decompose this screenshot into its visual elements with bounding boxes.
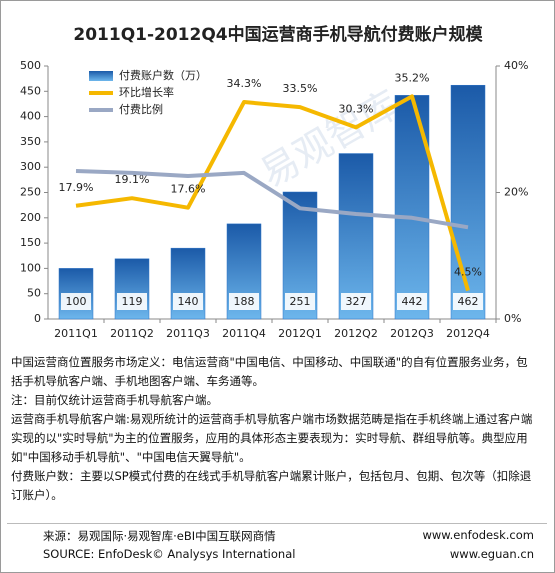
value-label-box xyxy=(453,293,483,310)
x-tick-label: 2011Q2 xyxy=(110,327,154,340)
value-label: 35.2% xyxy=(395,71,430,84)
source-en: SOURCE: EnfoDesk© Analysys International xyxy=(43,547,296,561)
y-tick-label: 150 xyxy=(20,236,41,249)
value-label-box xyxy=(341,293,371,310)
legend-swatch xyxy=(89,71,113,81)
x-tick-label: 2012Q1 xyxy=(278,327,322,340)
x-tick-label: 2012Q3 xyxy=(390,327,434,340)
legend-label: 环比增长率 xyxy=(119,85,174,99)
y-tick-label: 50 xyxy=(27,287,41,300)
value-label: 442 xyxy=(402,295,423,308)
y-tick-label: 500 xyxy=(20,59,41,72)
value-label-box xyxy=(285,293,315,310)
y-tick-label: 100 xyxy=(20,261,41,274)
bar xyxy=(394,95,430,320)
x-tick-label: 2011Q4 xyxy=(222,327,266,340)
separator xyxy=(7,523,547,524)
x-tick-label: 2012Q4 xyxy=(446,327,490,340)
value-label: 462 xyxy=(458,295,479,308)
y-tick-label: 250 xyxy=(20,186,41,199)
value-label: 34.3% xyxy=(227,77,262,90)
value-label-box xyxy=(173,293,203,310)
note: 中国运营商位置服务市场定义：电信运营商"中国电信、中国移动、中国联通"的自有位置… xyxy=(11,355,528,388)
source-url: www.eguan.cn xyxy=(449,547,534,561)
x-tick-label: 2012Q2 xyxy=(334,327,378,340)
y-tick-label: 200 xyxy=(20,211,41,224)
y2-tick-label: 20% xyxy=(504,186,528,199)
legend-label: 付费比例 xyxy=(119,102,163,116)
value-label: 119 xyxy=(122,295,143,308)
value-label: 251 xyxy=(290,295,311,308)
value-label: 19.1% xyxy=(115,173,150,186)
value-label: 327 xyxy=(346,295,367,308)
y2-tick-label: 0% xyxy=(504,312,521,325)
x-tick-label: 2011Q3 xyxy=(166,327,210,340)
chart: 2011Q1-2012Q4中国运营商手机导航付费账户规模 易观智库 0 50 100… xyxy=(20,24,528,340)
value-label-box xyxy=(229,293,259,310)
bar xyxy=(450,84,486,320)
source-cn: 来源：易观国际·易观智库·eBI中国互联网商情 xyxy=(43,529,276,543)
x-tick-label: 2011Q1 xyxy=(54,327,98,340)
y-tick-label: 400 xyxy=(20,110,41,123)
chart-title: 2011Q1-2012Q4中国运营商手机导航付费账户规模 xyxy=(73,24,483,45)
value-label-box xyxy=(397,293,427,310)
value-label: 100 xyxy=(66,295,87,308)
watermark: 易观智库 xyxy=(253,82,407,196)
value-label: 4.5% xyxy=(454,266,482,279)
note: 付费账户数：主要以SP模式付费的在线式手机导航客户端累计账户，包括包月、包期、包… xyxy=(11,469,532,502)
bar xyxy=(338,153,374,320)
y-tick-label: 0 xyxy=(34,312,41,325)
y2-tick-label: 40% xyxy=(504,59,528,72)
value-label-box xyxy=(117,293,147,310)
y-tick-label: 300 xyxy=(20,160,41,173)
value-label: 188 xyxy=(234,295,255,308)
value-label: 30.3% xyxy=(339,102,374,115)
line xyxy=(75,168,469,230)
value-label: 17.6% xyxy=(171,183,206,196)
y-tick-label: 350 xyxy=(20,135,41,148)
value-label: 17.9% xyxy=(59,181,94,194)
value-label-box xyxy=(61,293,91,310)
note: 运营商手机导航客户端:易观所统计的运营商手机导航客户端市场数据范畴是指在手机终端… xyxy=(11,412,533,464)
legend-label: 付费账户数（万） xyxy=(119,68,207,82)
note: 注：目前仅统计运营商手机导航客户端。 xyxy=(11,393,218,407)
line xyxy=(75,94,470,292)
value-label: 140 xyxy=(178,295,199,308)
y-tick-label: 450 xyxy=(20,84,41,97)
notes: 中国运营商位置服务市场定义：电信运营商"中国电信、中国移动、中国联通"的自有位置… xyxy=(11,353,536,505)
value-label: 33.5% xyxy=(283,82,318,95)
source-url: www.enfodesk.com xyxy=(422,528,534,542)
